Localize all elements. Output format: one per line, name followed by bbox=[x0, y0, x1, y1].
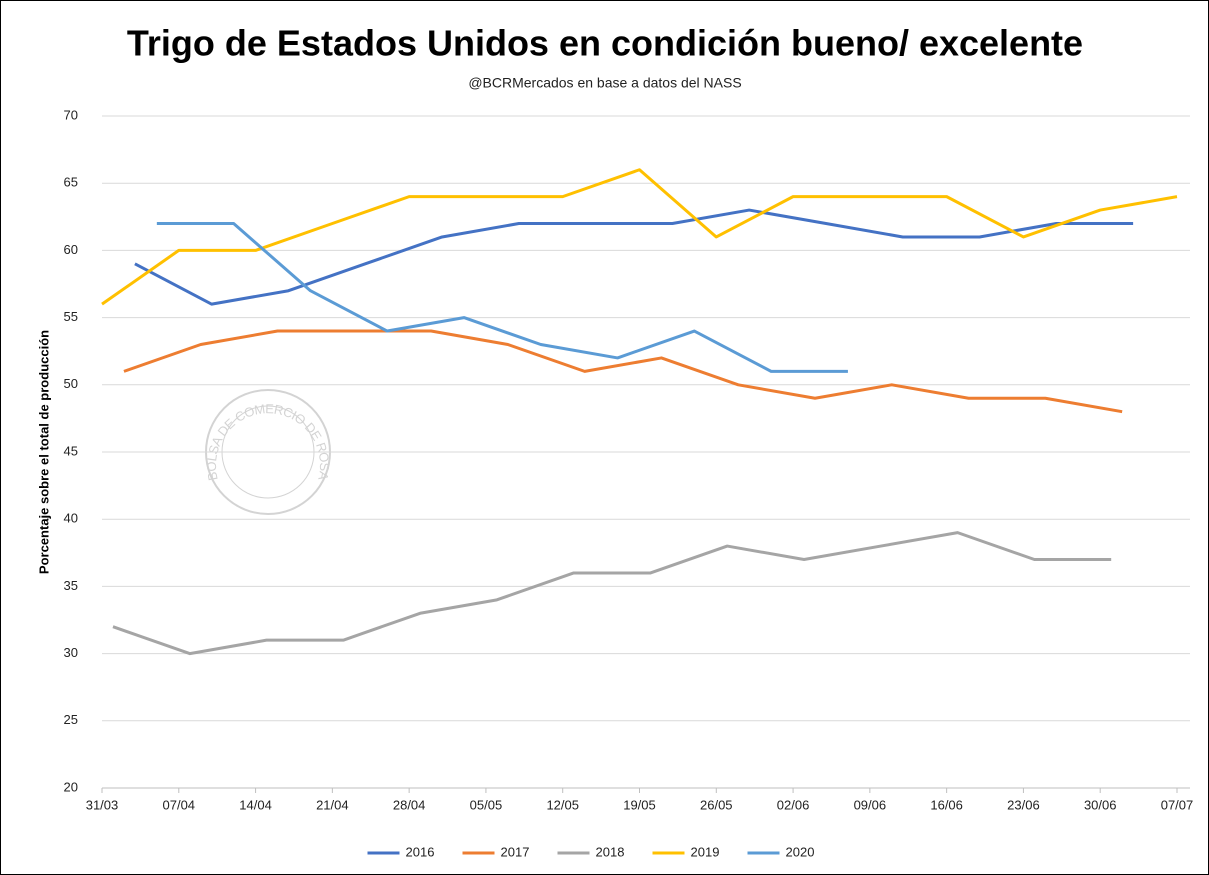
x-tick-label: 19/05 bbox=[623, 797, 656, 812]
y-axis-label: Porcentaje sobre el total de producción bbox=[36, 330, 51, 574]
y-tick-label: 20 bbox=[64, 779, 78, 794]
series-line bbox=[112, 531, 1112, 656]
x-tick-label: 31/03 bbox=[86, 797, 119, 812]
y-tick-label: 45 bbox=[64, 443, 78, 458]
x-tick-label: 12/05 bbox=[546, 797, 579, 812]
y-tick-label: 70 bbox=[64, 107, 78, 122]
x-tick-label: 23/06 bbox=[1007, 797, 1040, 812]
x-tick-label: 28/04 bbox=[393, 797, 426, 812]
y-tick-label: 50 bbox=[64, 376, 78, 391]
y-tick-label: 55 bbox=[64, 309, 78, 324]
x-tick-label: 14/04 bbox=[239, 797, 272, 812]
series-line bbox=[123, 329, 1123, 414]
y-tick-label: 35 bbox=[64, 578, 78, 593]
x-tick-label: 16/06 bbox=[930, 797, 963, 812]
series-line bbox=[101, 168, 1178, 306]
x-tick-label: 02/06 bbox=[777, 797, 810, 812]
x-tick-label: 26/05 bbox=[700, 797, 733, 812]
y-tick-label: 25 bbox=[64, 712, 78, 727]
x-tick-label: 30/06 bbox=[1084, 797, 1117, 812]
y-tick-label: 30 bbox=[64, 645, 78, 660]
series-line bbox=[134, 208, 1134, 306]
y-tick-label: 65 bbox=[64, 175, 78, 190]
x-tick-label: 07/04 bbox=[163, 797, 196, 812]
chart-title: Trigo de Estados Unidos en condición bue… bbox=[127, 23, 1083, 64]
x-tick-label: 07/07 bbox=[1161, 797, 1194, 812]
legend-label: 2020 bbox=[786, 844, 815, 859]
chart-subtitle: @BCRMercados en base a datos del NASS bbox=[468, 75, 741, 91]
x-tick-label: 21/04 bbox=[316, 797, 349, 812]
x-tick-label: 05/05 bbox=[470, 797, 503, 812]
legend-label: 2017 bbox=[501, 844, 530, 859]
series-line bbox=[156, 222, 848, 373]
y-tick-label: 60 bbox=[64, 242, 78, 257]
y-tick-label: 40 bbox=[64, 511, 78, 526]
legend-label: 2018 bbox=[596, 844, 625, 859]
x-tick-label: 09/06 bbox=[854, 797, 887, 812]
legend-label: 2019 bbox=[691, 844, 720, 859]
legend-label: 2016 bbox=[406, 844, 435, 859]
